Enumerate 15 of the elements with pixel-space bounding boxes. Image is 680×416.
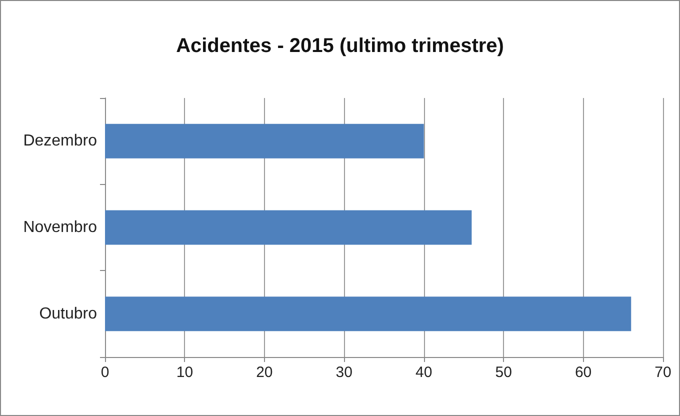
x-tick-label: 20 <box>256 364 273 381</box>
x-tick-label: 0 <box>100 364 110 381</box>
y-tick-label: Dezembro <box>23 132 98 150</box>
x-tick-label: 30 <box>336 364 352 381</box>
chart-title: Acidentes - 2015 (ultimo trimestre) <box>176 35 504 57</box>
bar <box>105 210 472 245</box>
x-tick-label: 10 <box>176 364 194 381</box>
bar <box>105 296 632 332</box>
bar <box>105 124 424 158</box>
x-tick-label: 60 <box>574 364 592 381</box>
x-tick-label: 50 <box>495 364 512 381</box>
y-tick-label: Novembro <box>23 219 98 236</box>
y-tick-label: Outubro <box>39 305 98 322</box>
x-tick-label: 40 <box>416 364 432 381</box>
x-tick-label: 70 <box>654 364 672 381</box>
